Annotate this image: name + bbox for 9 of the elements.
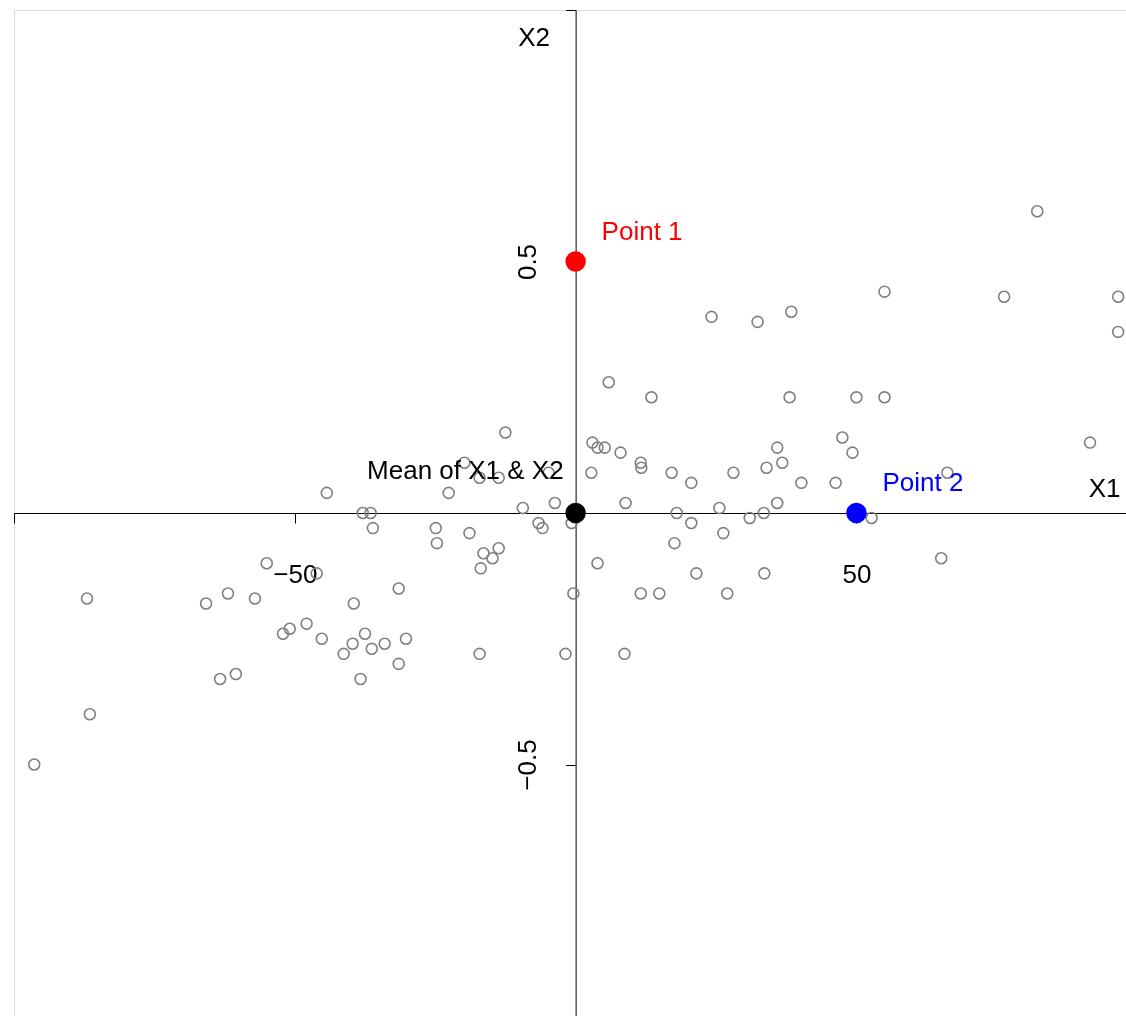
series-label: Point 2 [882, 467, 964, 497]
y-tick-label: −0.5 [512, 739, 543, 791]
x-tick-label: −50 [273, 558, 318, 589]
y-axis-title: X2 [518, 21, 551, 52]
y-tick-label: 0.5 [512, 243, 543, 281]
series-label: Point 1 [601, 215, 683, 246]
x-axis-title: X1 [1088, 472, 1121, 503]
x-tick-label: 50 [842, 558, 872, 589]
series-label: Mean of X1 & X2 [367, 455, 564, 485]
